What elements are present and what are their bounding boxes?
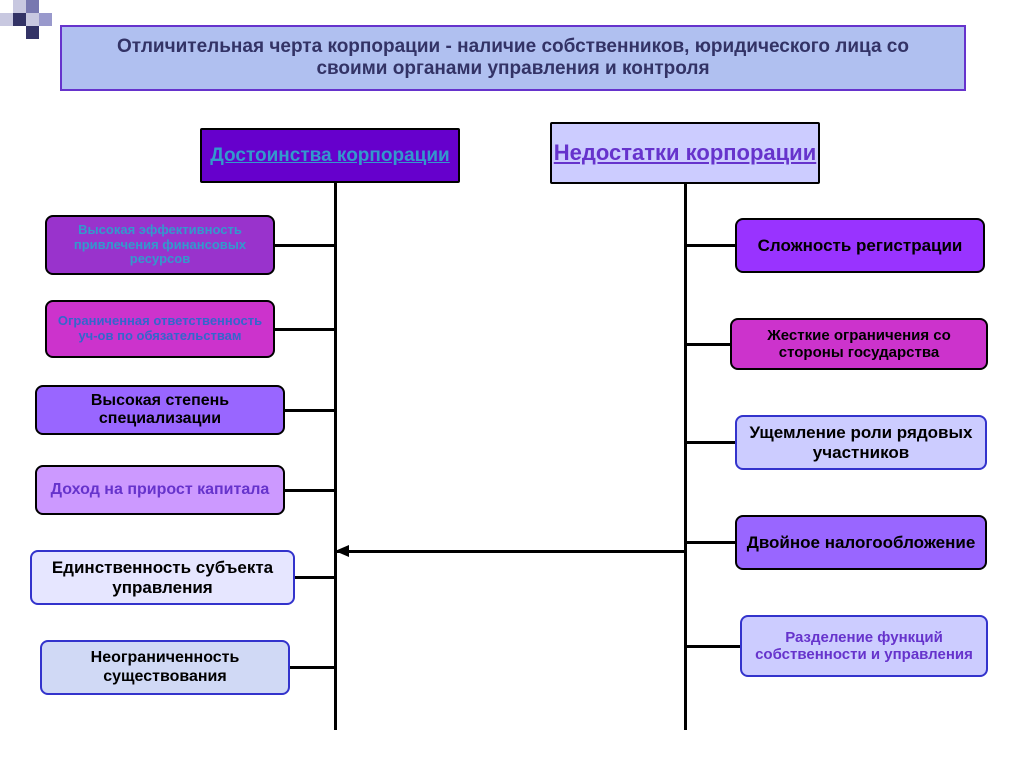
connector-horizontal (295, 576, 335, 579)
advantage-item-1: Ограниченная ответственность уч-ов по об… (45, 300, 275, 358)
disadvantages-header: Недостатки корпорации (550, 122, 820, 184)
main-title: Отличительная черта корпорации - наличие… (60, 25, 966, 91)
connector-horizontal (685, 244, 735, 247)
connector-horizontal (685, 645, 740, 648)
connector-horizontal (275, 244, 335, 247)
disadvantage-item-2: Ущемление роли рядовых участников (735, 415, 987, 470)
disadvantage-item-3: Двойное налогообложение (735, 515, 987, 570)
advantage-item-3: Доход на прирост капитала (35, 465, 285, 515)
connector-vertical (684, 184, 687, 730)
advantage-item-5: Неограниченность существования (40, 640, 290, 695)
connector-horizontal (285, 409, 335, 412)
disadvantage-item-0: Сложность регистрации (735, 218, 985, 273)
corner-decor (0, 0, 40, 40)
disadvantage-item-1: Жесткие ограничения со стороны государст… (730, 318, 988, 370)
connector-horizontal (685, 541, 735, 544)
connector-horizontal (685, 343, 730, 346)
connector-horizontal (290, 666, 335, 669)
disadvantage-item-4: Разделение функций собственности и управ… (740, 615, 988, 677)
connector-vertical (334, 183, 337, 730)
advantage-item-2: Высокая степень специализации (35, 385, 285, 435)
advantage-item-0: Высокая эффективность привлечения финанс… (45, 215, 275, 275)
cross-arrow-head (335, 545, 349, 557)
connector-horizontal (685, 441, 735, 444)
connector-horizontal (275, 328, 335, 331)
connector-horizontal (285, 489, 335, 492)
advantage-item-4: Единственность субъекта управления (30, 550, 295, 605)
connector-horizontal (335, 550, 685, 553)
advantages-header: Достоинства корпорации (200, 128, 460, 183)
